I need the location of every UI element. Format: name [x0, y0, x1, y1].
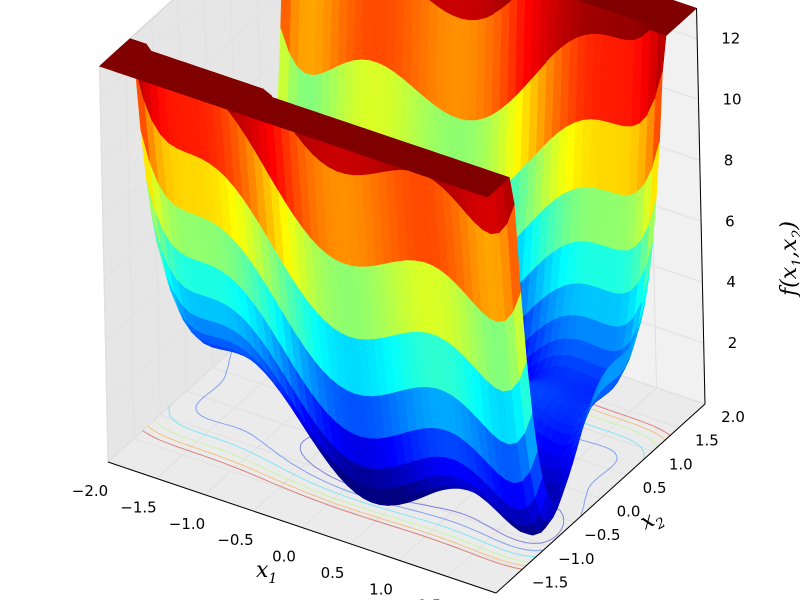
x2-tick-label: 1.0: [669, 455, 693, 473]
x2-tick-label: 0.0: [617, 503, 641, 521]
x1-tick-label: 1.0: [369, 580, 393, 598]
x2-axis-label: x2: [636, 503, 669, 539]
x2-tick-label: 2.0: [721, 408, 745, 426]
x1-tick-label: −1.5: [120, 498, 156, 516]
x1-tick-label: −2.0: [72, 482, 108, 500]
z-tick-label: 12: [721, 30, 740, 48]
x1-tick-label: −1.0: [169, 515, 205, 533]
x1-tick-label: −0.5: [217, 531, 253, 549]
x2-tick-label: −0.5: [584, 526, 620, 544]
z-tick-label: 10: [723, 91, 742, 109]
x1-tick-label: 0.5: [321, 564, 345, 582]
z-tick-labels: 2 4 6 8 10 12: [721, 30, 741, 352]
z-tick-label: 2: [728, 334, 738, 352]
x1-tick-label: 1.5: [418, 597, 442, 600]
z-axis-label: f(x1,x2): [777, 221, 800, 298]
x1-tick-label: 0.0: [272, 548, 296, 566]
z-tick-label: 8: [724, 151, 734, 169]
x2-tick-label: −1.0: [558, 550, 594, 568]
z-tick-label: 4: [726, 273, 736, 291]
z-tick-label: 6: [725, 212, 735, 230]
x2-tick-label: 1.5: [695, 432, 719, 450]
x2-tick-label: −1.5: [532, 573, 568, 591]
x2-tick-label: 0.5: [643, 479, 667, 497]
